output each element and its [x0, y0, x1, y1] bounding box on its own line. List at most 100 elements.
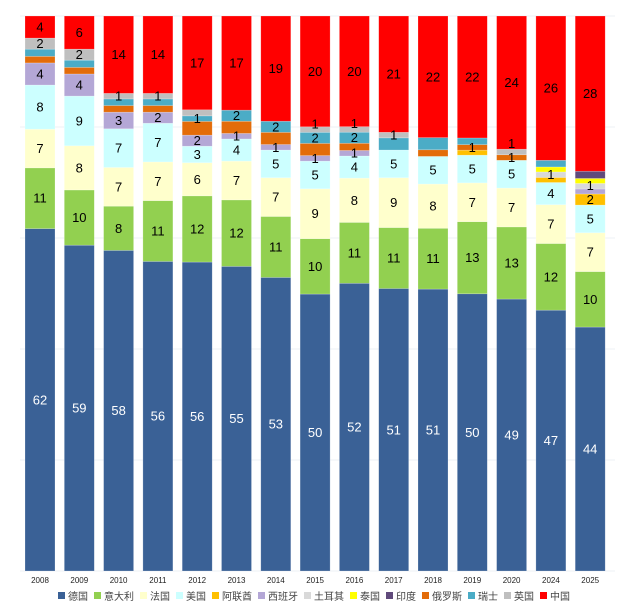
- data-label: 11: [269, 239, 283, 254]
- data-label: 2: [272, 119, 279, 134]
- legend-item: 意大利: [94, 588, 134, 603]
- bar-segment-2015-5: [299, 155, 331, 162]
- bar-segment-2016-0: [339, 282, 370, 572]
- x-tick-label: 2020: [503, 576, 521, 585]
- legend-swatch: [258, 592, 265, 599]
- legend-swatch: [304, 592, 311, 599]
- data-label: 1: [311, 116, 318, 131]
- data-label: 7: [272, 190, 279, 205]
- bar-segment-2025-12: [574, 15, 606, 172]
- legend-label: 印度: [396, 592, 416, 603]
- bar-segment-2020-2: [496, 187, 527, 228]
- data-label: 4: [36, 66, 43, 81]
- bar-segment-2020-1: [496, 226, 527, 300]
- data-label: 8: [36, 100, 43, 115]
- bar-segment-2025-2: [574, 232, 606, 272]
- data-label: 1: [351, 146, 358, 161]
- data-label: 1: [115, 89, 122, 104]
- data-label: 1: [311, 151, 318, 166]
- legend-swatch: [504, 592, 511, 599]
- data-label: 52: [347, 420, 361, 435]
- data-label: 1: [508, 150, 515, 165]
- bar-segment-2025-0: [574, 326, 606, 572]
- data-label: 10: [72, 210, 86, 225]
- bar-segment-2017-0: [378, 288, 410, 572]
- bar-segment-2010-0: [103, 250, 134, 572]
- data-label: 2: [154, 110, 161, 125]
- data-label: 20: [308, 64, 322, 79]
- data-label: 7: [547, 217, 554, 232]
- bar-segment-2015-1: [299, 238, 331, 295]
- bar-segment-2012-2: [181, 162, 213, 197]
- bar-segment-2011-12: [142, 15, 174, 94]
- x-tick-label: 2015: [306, 576, 324, 585]
- legend-swatch: [140, 592, 147, 599]
- data-label: 8: [429, 199, 436, 214]
- data-label: 2: [351, 130, 358, 145]
- bar-segment-2019-0: [456, 293, 488, 572]
- data-label: 1: [587, 178, 594, 193]
- legend-item: 德国: [58, 588, 88, 603]
- legend: 德国 意大利 法国 美国 阿联酋 西班牙 土耳其 泰国 印度 俄罗斯 瑞士 英国 中国: [0, 588, 628, 603]
- bar-segment-2024-1: [535, 243, 567, 311]
- data-label: 1: [351, 116, 358, 131]
- bar-segment-2010-9: [103, 105, 134, 113]
- legend-swatch: [386, 592, 393, 599]
- bar-segment-2011-2: [142, 161, 174, 201]
- bar-segment-2009-9: [64, 67, 95, 75]
- data-label: 1: [154, 89, 161, 104]
- legend-swatch: [468, 592, 475, 599]
- legend-swatch: [176, 592, 183, 599]
- data-label: 24: [504, 75, 518, 90]
- data-label: 8: [115, 221, 122, 236]
- legend-item: 印度: [386, 588, 416, 603]
- bar-segment-2024-12: [535, 15, 567, 161]
- data-label: 9: [390, 195, 397, 210]
- bar-segment-2008-2: [24, 128, 56, 169]
- data-label: 12: [190, 221, 204, 236]
- legend-item: 中国: [540, 588, 570, 603]
- bar-segment-2024-0: [535, 309, 567, 572]
- bar-segment-2015-0: [299, 293, 331, 572]
- data-label: 7: [469, 195, 476, 210]
- bar-segment-2008-0: [24, 228, 56, 572]
- data-label: 12: [229, 226, 243, 241]
- x-tick-label: 2024: [542, 576, 560, 585]
- bar-segment-2008-1: [24, 167, 56, 229]
- data-label: 5: [311, 167, 318, 182]
- legend-item: 西班牙: [258, 588, 298, 603]
- data-label: 5: [469, 162, 476, 177]
- legend-item: 法国: [140, 588, 170, 603]
- legend-item: 俄罗斯: [422, 588, 462, 603]
- data-label: 1: [233, 129, 240, 144]
- legend-item: 美国: [176, 588, 206, 603]
- bar-segment-2009-3: [64, 95, 95, 147]
- data-label: 9: [76, 113, 83, 128]
- bar-segment-2010-1: [103, 205, 134, 251]
- legend-item: 阿联酋: [212, 588, 252, 603]
- data-label: 56: [151, 409, 165, 424]
- data-label: 19: [269, 61, 283, 76]
- bar-segment-2015-2: [299, 188, 331, 239]
- data-label: 7: [154, 135, 161, 150]
- bar-segment-2011-1: [142, 200, 174, 262]
- data-label: 17: [229, 56, 243, 71]
- data-label: 62: [33, 392, 47, 407]
- bar-segment-2010-3: [103, 128, 134, 168]
- legend-swatch: [58, 592, 65, 599]
- data-label: 22: [465, 69, 479, 84]
- bar-segment-2012-12: [181, 15, 213, 111]
- data-label: 58: [111, 403, 125, 418]
- data-label: 55: [229, 411, 243, 426]
- data-label: 2: [194, 133, 201, 148]
- data-label: 7: [154, 174, 161, 189]
- data-label: 47: [544, 433, 558, 448]
- legend-item: 泰国: [350, 588, 380, 603]
- data-label: 14: [151, 47, 165, 62]
- bar-segment-2014-12: [260, 15, 292, 122]
- x-tick-label: 2011: [149, 576, 167, 585]
- bar-segment-2016-1: [339, 222, 370, 284]
- legend-swatch: [422, 592, 429, 599]
- data-label: 7: [36, 141, 43, 156]
